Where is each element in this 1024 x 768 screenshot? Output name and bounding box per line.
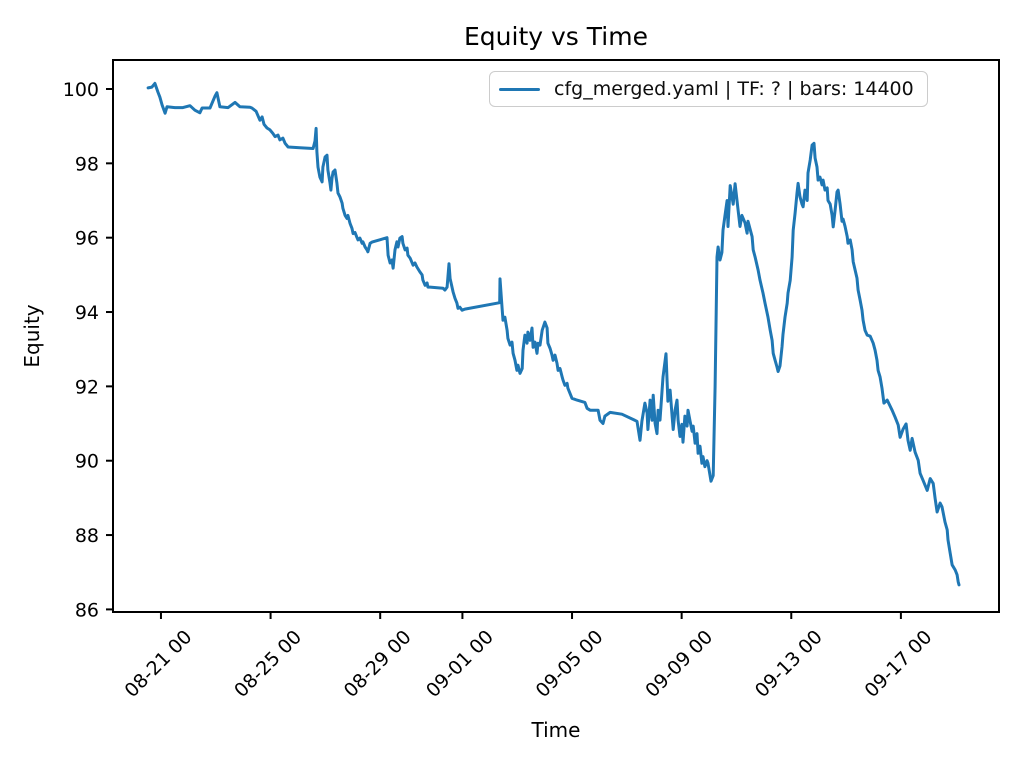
chart-title: Equity vs Time xyxy=(464,22,648,51)
y-tick-label: 96 xyxy=(75,228,99,250)
legend-line-sample xyxy=(499,87,540,91)
axes-spines xyxy=(112,59,1000,613)
legend: cfg_merged.yaml | TF: ? | bars: 14400 xyxy=(489,71,928,107)
y-tick-label: 92 xyxy=(75,376,99,398)
x-tick-label: 09-13 00 xyxy=(751,626,827,702)
x-tick-label: 09-09 00 xyxy=(641,626,717,702)
y-tick-label: 100 xyxy=(63,79,99,101)
x-tick-label: 08-21 00 xyxy=(121,626,197,702)
x-axis-label: Time xyxy=(531,718,581,742)
legend-label: cfg_merged.yaml | TF: ? | bars: 14400 xyxy=(554,78,914,100)
y-tick-label: 90 xyxy=(75,451,99,473)
y-axis-label: Equity xyxy=(20,304,44,368)
y-tick-label: 94 xyxy=(75,302,99,324)
y-tick-label: 88 xyxy=(75,525,99,547)
y-tick-label: 98 xyxy=(75,153,99,175)
x-tick-label: 09-05 00 xyxy=(532,626,608,702)
x-tick-label: 08-25 00 xyxy=(230,626,306,702)
x-tick-label: 09-01 00 xyxy=(422,626,498,702)
x-tick-label: 08-29 00 xyxy=(340,626,416,702)
equity-series-line xyxy=(146,81,961,587)
x-tick-label: 09-17 00 xyxy=(860,626,936,702)
y-tick-label: 86 xyxy=(75,599,99,621)
